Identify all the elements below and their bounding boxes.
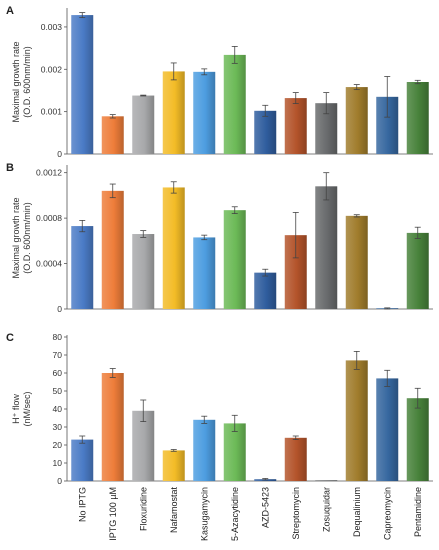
- panel-c-ytick-label: 0: [57, 476, 62, 486]
- panel-c-bar: [193, 419, 216, 481]
- panel-a-ytick-label: 0.002: [41, 64, 63, 74]
- panel-c-ylabel-line-2: (nM/sec): [22, 391, 32, 426]
- panel-b-ytick-label: 0.0004: [36, 259, 62, 269]
- panel-b-bar: [101, 190, 124, 309]
- panel-b-bar: [315, 186, 338, 309]
- panel-a-bar: [71, 15, 94, 155]
- category-label: IPTG 100 µM: [108, 487, 118, 541]
- panel-b-ylabel-line-1: Maximal growth rate: [11, 197, 21, 278]
- panel-c-ytick-label: 60: [53, 368, 63, 378]
- panel-c-ytick-label: 40: [53, 404, 63, 414]
- panel-b-bar: [193, 237, 216, 309]
- panel-a-bar: [223, 54, 246, 154]
- category-label: 5-Azacytidine: [230, 487, 240, 541]
- category-label: Nafamostat: [169, 487, 179, 534]
- panel-a-bar: [254, 110, 277, 154]
- panel-b-bar: [71, 226, 94, 309]
- category-label: Floxuridine: [138, 487, 148, 531]
- panel-a-bar: [315, 103, 338, 154]
- panel-c-bar: [101, 373, 124, 481]
- panel-a-ytick-label: 0: [57, 149, 62, 159]
- panel-a-ytick-label: 0.001: [41, 107, 63, 117]
- panel-a-bar: [406, 82, 429, 154]
- panel-b-ytick-label: 0: [57, 304, 62, 314]
- panel-b-ytick-label: 0.0012: [36, 168, 62, 178]
- panel-c-ytick-label: 20: [53, 440, 63, 450]
- panel-c-ylabel-line-1: H⁺ flow: [11, 394, 21, 424]
- category-label: Kasugamycin: [199, 487, 209, 541]
- panel-a-bar: [345, 87, 368, 154]
- panel-b-ytick-label: 0.0008: [36, 213, 62, 223]
- panel-a-bar: [132, 95, 155, 154]
- panel-b-bar: [254, 272, 277, 309]
- panel-c-bar: [223, 423, 246, 481]
- panel-a-bar: [101, 116, 124, 154]
- panel-a-bar: [376, 96, 399, 154]
- category-label: Pentamidine: [413, 487, 423, 537]
- panel-c-ytick-label: 30: [53, 422, 63, 432]
- panel-b-bar: [132, 234, 155, 309]
- panel-b-ylabel-line-2: (O.D. 600nm/min): [22, 202, 32, 274]
- panel-a-ytick-label: 0.003: [41, 22, 63, 32]
- category-label: AZD-5423: [260, 487, 270, 528]
- panel-c-bar: [406, 398, 429, 481]
- panel-b-bar: [284, 235, 307, 309]
- panel-b-bar: [345, 215, 368, 309]
- category-label: Capreomycin: [382, 487, 392, 540]
- panel-c-bar: [162, 450, 185, 481]
- panel-a-bar: [284, 98, 307, 154]
- panel-c-ytick-label: 10: [53, 458, 63, 468]
- panel-c-ytick-label: 50: [53, 386, 63, 396]
- panel-a-ylabel-line-1: Maximal growth rate: [11, 41, 21, 122]
- category-label: Streptomycin: [291, 487, 301, 540]
- panel-a-bar: [162, 71, 185, 154]
- panel-b-bar: [406, 232, 429, 309]
- panel-c-bar: [345, 360, 368, 481]
- category-label: Zosuquidar: [321, 487, 331, 532]
- panel-a-bar: [193, 71, 216, 154]
- panel-a-ylabel-line-2: (O.D. 600nm/min): [22, 46, 32, 118]
- category-label: Dequalinium: [352, 487, 362, 537]
- panel-a-letter: A: [6, 5, 14, 17]
- panel-c-bar: [315, 480, 338, 481]
- panel-c-ytick-label: 70: [53, 350, 63, 360]
- panel-c-bar: [376, 378, 399, 481]
- panel-c-bar: [71, 439, 94, 481]
- panel-c-bar: [284, 437, 307, 481]
- panel-b-letter: B: [6, 162, 14, 174]
- panel-c-bar: [132, 410, 155, 481]
- category-label: No IPTG: [77, 487, 87, 522]
- panel-b-bar: [162, 187, 185, 309]
- panel-b-bar: [223, 210, 246, 309]
- panel-c-ytick-label: 80: [53, 332, 63, 342]
- panel-c-letter: C: [6, 332, 14, 344]
